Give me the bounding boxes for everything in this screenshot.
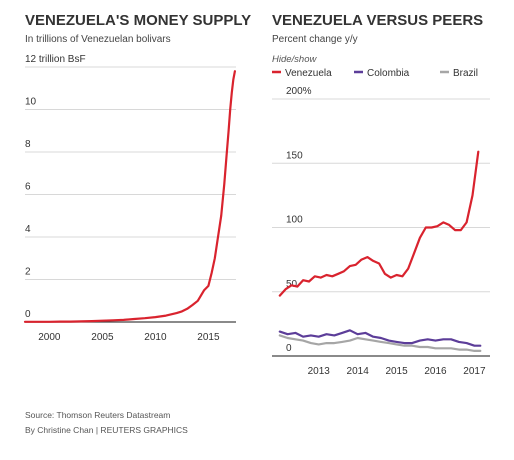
y-tick-label: 0 [25,309,31,320]
x-tick-label: 2016 [424,366,447,377]
credit-note: By Christine Chan | REUTERS GRAPHICS [25,425,188,435]
y-tick-label: 0 [286,343,292,354]
legend-item-venezuela[interactable]: Venezuela [272,68,332,79]
x-tick-label: 2013 [308,366,331,377]
legend-label: Colombia [367,68,410,79]
x-tick-label: 2010 [144,332,167,343]
brazil-series-line [278,334,482,352]
y-tick-label: 100 [286,215,303,226]
x-tick-label: 2017 [463,366,486,377]
right-chart-title: VENEZUELA VERSUS PEERS [272,12,483,29]
legend-item-brazil[interactable]: Brazil [440,68,478,79]
venezuela-series-line [278,150,480,297]
x-tick-label: 2005 [91,332,114,343]
x-tick-label: 2015 [197,332,220,343]
source-note: Source: Thomson Reuters Datastream [25,410,170,420]
legend-item-colombia[interactable]: Colombia [354,68,410,79]
legend-hide-show-hint: Hide/show [272,54,317,65]
y-tick-label: 6 [25,182,31,193]
y-tick-label: 200% [286,86,312,97]
left-chart-plot: 0 2 4 6 8 10 12 trillion BsF 2000 2005 2010 2015 [23,54,236,343]
money-supply-line [23,70,236,323]
y-tick-label: 2 [25,267,31,278]
right-chart-subtitle: Percent change y/y [272,34,358,45]
x-tick-label: 2014 [347,366,370,377]
left-chart-subtitle: In trillions of Venezuelan bolivars [25,34,171,45]
left-chart-title: VENEZUELA'S MONEY SUPPLY [25,12,251,29]
legend-label: Brazil [453,68,478,79]
y-tick-label: 150 [286,150,303,161]
x-tick-label: 2000 [38,332,61,343]
legend: Venezuela Colombia Brazil [272,68,478,79]
y-tick-label: 12 trillion BsF [25,54,86,65]
y-tick-label: 4 [25,224,31,235]
y-tick-label: 10 [25,97,37,108]
legend-label: Venezuela [285,68,332,79]
colombia-series-line [278,329,482,347]
y-tick-label: 8 [25,139,31,150]
x-tick-label: 2015 [385,366,408,377]
